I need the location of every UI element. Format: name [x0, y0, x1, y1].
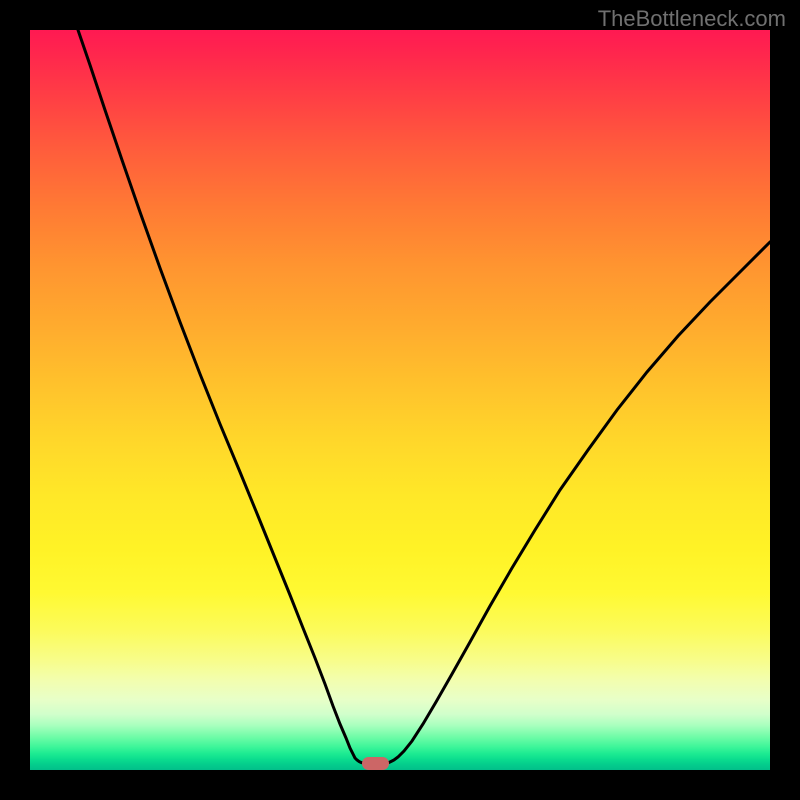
curve-left [78, 30, 365, 763]
watermark-text: TheBottleneck.com [598, 6, 786, 32]
bottleneck-curve [30, 30, 770, 770]
curve-right [385, 242, 770, 763]
bottleneck-marker [362, 757, 389, 770]
chart-plot-area [30, 30, 770, 770]
